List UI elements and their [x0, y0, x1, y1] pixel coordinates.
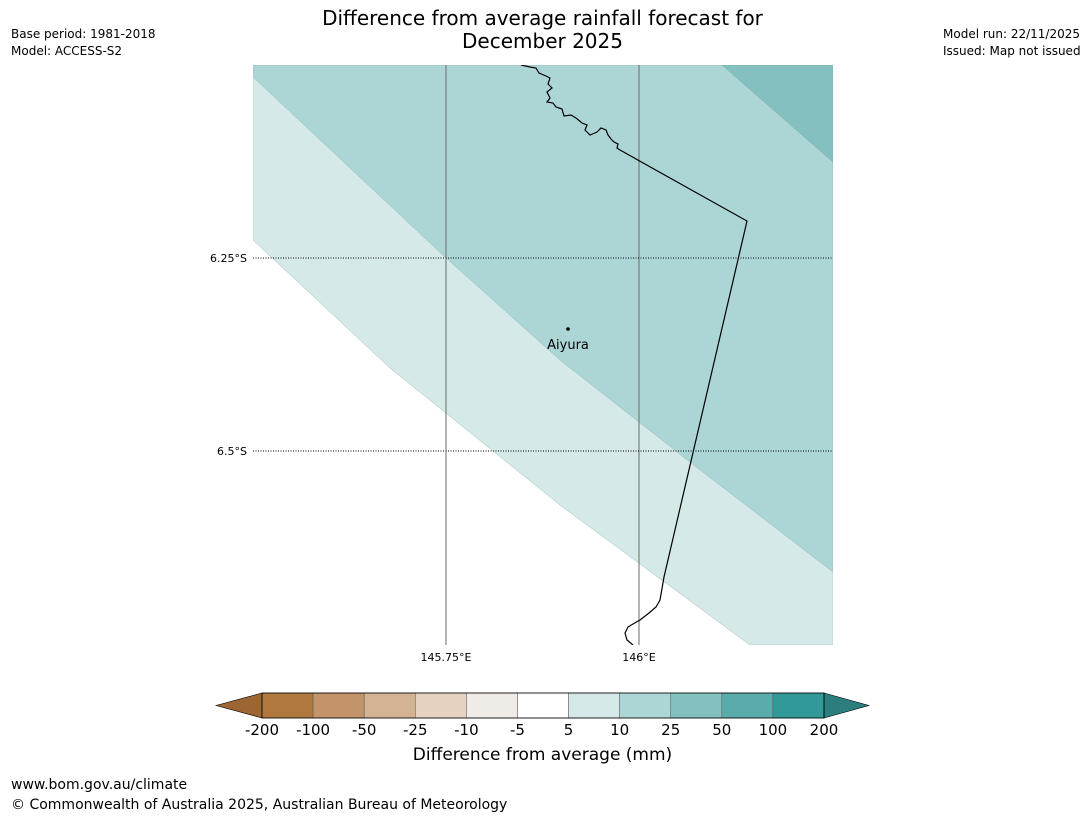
legend-title: Difference from average (mm) [412, 745, 673, 765]
colorbar-segment [415, 692, 467, 719]
meta-left: Base period: 1981-2018 Model: ACCESS-S2 [11, 26, 156, 60]
colorbar-tick-label: -5 [510, 721, 525, 739]
border-line [520, 65, 748, 645]
colorbar-tick-label: 5 [564, 721, 574, 739]
lon-label-146: 146°E [622, 651, 655, 664]
footer: www.bom.gov.au/climate © Commonwealth of… [11, 775, 507, 815]
colorbar-tick-label: -10 [454, 721, 479, 739]
page-title: Difference from average rainfall forecas… [0, 7, 1085, 53]
colorbar-tick-label: -100 [296, 721, 330, 739]
model-run-text: Model run: 22/11/2025 [943, 27, 1081, 41]
title-line-1: Difference from average rainfall forecas… [322, 6, 763, 30]
colorbar-segment [619, 692, 671, 719]
colorbar-extend-high [823, 692, 871, 719]
colorbar-segment [772, 692, 825, 719]
colorbar-segment [670, 692, 723, 719]
colorbar-tick-label: 100 [759, 721, 788, 739]
footer-url: www.bom.gov.au/climate [11, 777, 188, 793]
colorbar-segment [466, 692, 518, 719]
band-25-to-50 [721, 65, 833, 163]
colorbar-tick-label: 25 [661, 721, 680, 739]
place-marker [566, 327, 570, 331]
title-line-2: December 2025 [462, 29, 623, 53]
colorbar-segment [721, 692, 774, 719]
colorbar-segment [517, 692, 569, 719]
colorbar-tick-label: 10 [610, 721, 629, 739]
colorbar-segment [312, 692, 365, 719]
colorbar-tick-label: -25 [403, 721, 428, 739]
band-10-to-25 [253, 65, 833, 573]
model-text: Model: ACCESS-S2 [11, 44, 123, 58]
colorbar-tick-label: 200 [810, 721, 839, 739]
lat-label-6-5: 6.5°S [217, 445, 247, 458]
lon-label-145-75: 145.75°E [421, 651, 472, 664]
issued-text: Issued: Map not issued [943, 44, 1081, 58]
colorbar-tick-label: -50 [352, 721, 377, 739]
colorbar-ticks: -200 -100 -50 -25 -10 -5 5 10 25 50 100 200 [245, 721, 838, 739]
colorbar [214, 692, 871, 719]
footer-copyright: © Commonwealth of Australia 2025, Austra… [11, 797, 508, 813]
colorbar-tick-label: -200 [245, 721, 279, 739]
base-period-text: Base period: 1981-2018 [11, 27, 156, 41]
colorbar-tick-label: 50 [712, 721, 731, 739]
colorbar-segment [363, 692, 416, 719]
place-label: Aiyura [547, 338, 589, 353]
colorbar-segment [568, 692, 620, 719]
colorbar-frame [261, 692, 825, 719]
lat-label-6-25: 6.25°S [210, 252, 247, 265]
map-area [253, 65, 833, 645]
colorbar-segment [261, 692, 314, 719]
meta-right: Model run: 22/11/2025 Issued: Map not is… [943, 26, 1081, 60]
colorbar-extend-low [214, 692, 263, 719]
